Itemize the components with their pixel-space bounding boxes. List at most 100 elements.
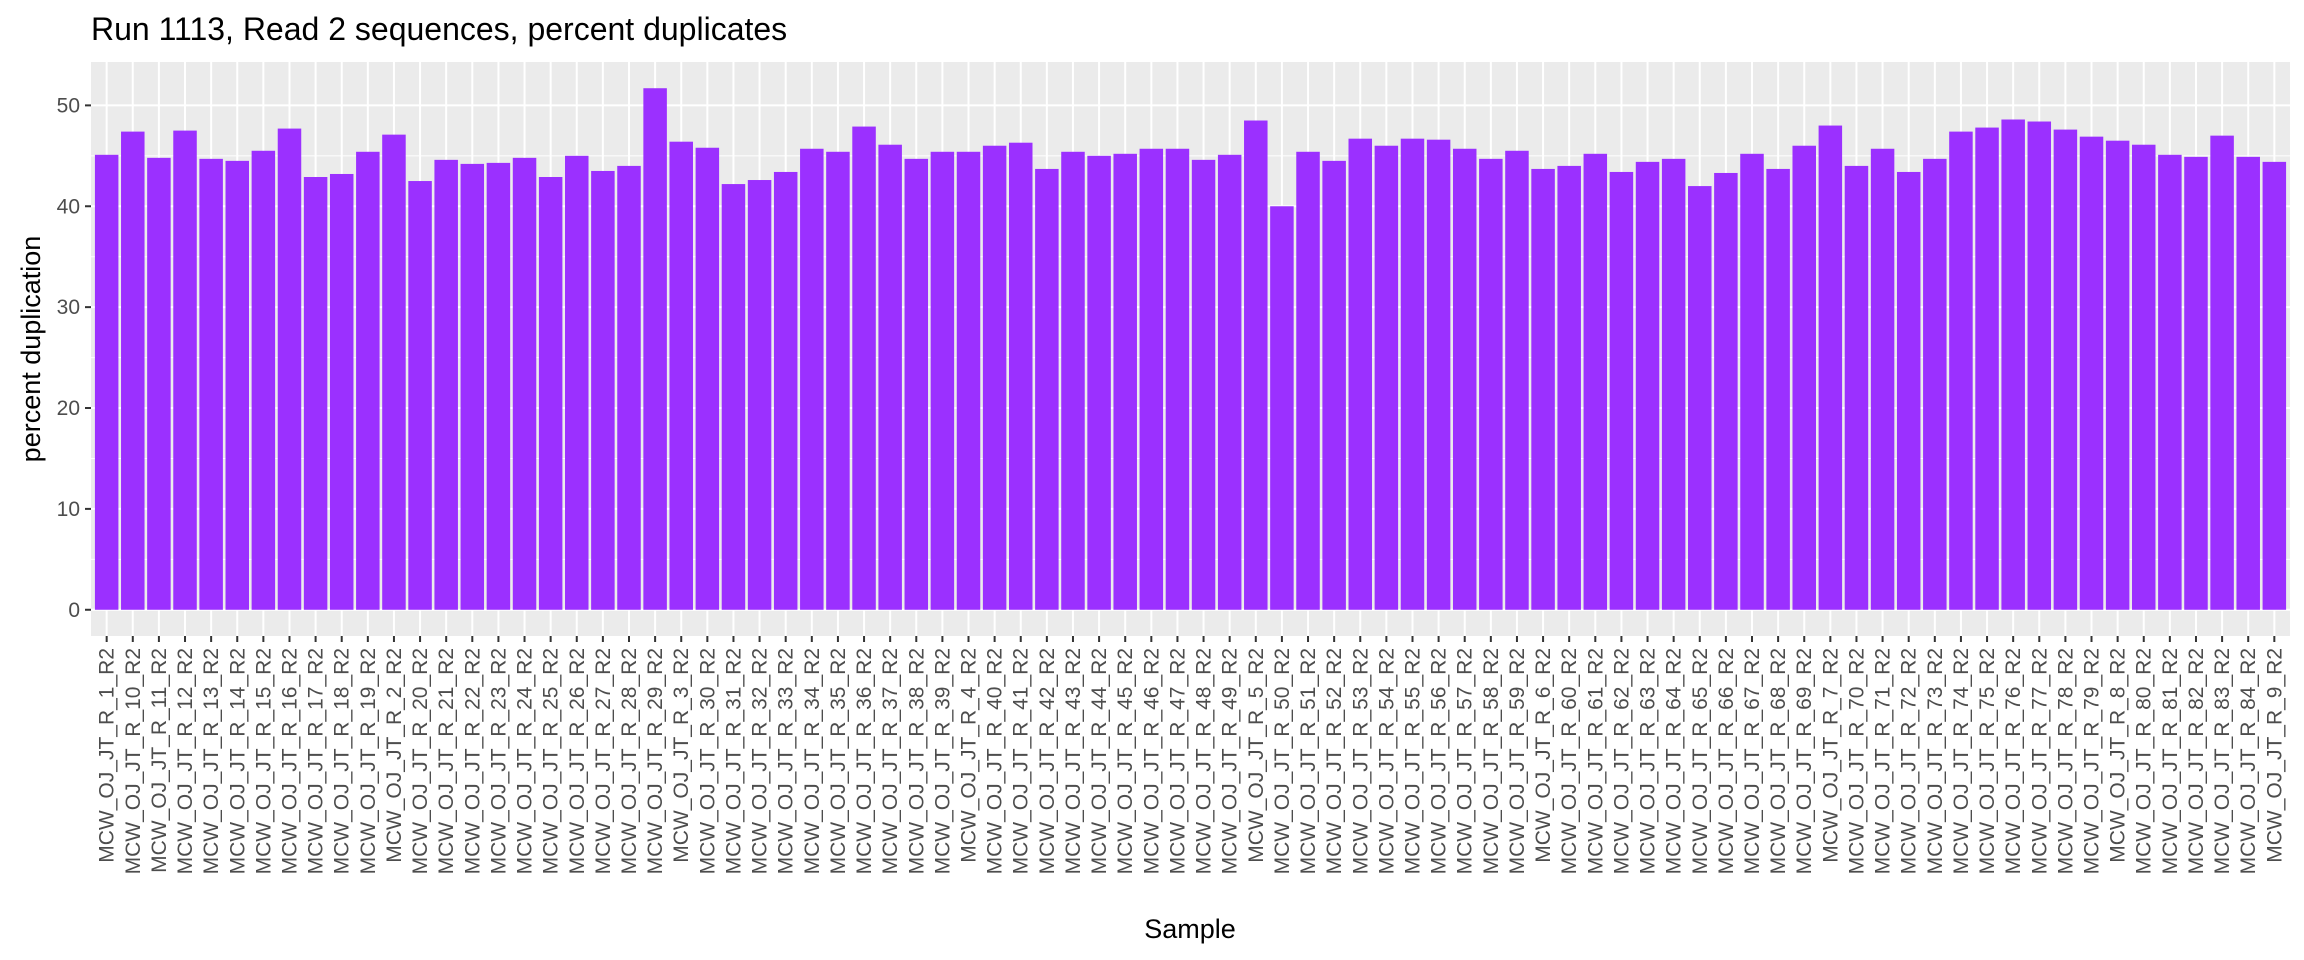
- x-tick-label: MCW_OJ_JT_R_39_R2: [931, 648, 954, 874]
- bar: [382, 134, 406, 610]
- x-tick-label: MCW_OJ_JT_R_6_R2: [1532, 648, 1555, 863]
- bar: [1975, 127, 1999, 610]
- x-tick-label: MCW_OJ_JT_R_65_R2: [1689, 648, 1712, 874]
- x-tick-label: MCW_OJ_JT_R_45_R2: [1114, 648, 1137, 874]
- x-tick-label: MCW_OJ_JT_R_58_R2: [1480, 648, 1503, 874]
- x-tick-label: MCW_OJ_JT_R_16_R2: [278, 648, 301, 874]
- bar: [1087, 155, 1111, 610]
- bar: [1348, 138, 1373, 610]
- x-tick-label: MCW_OJ_JT_R_49_R2: [1219, 648, 1242, 874]
- bar: [1635, 161, 1660, 610]
- x-tick-label: MCW_OJ_JT_R_72_R2: [1898, 648, 1921, 874]
- x-tick-label: MCW_OJ_JT_R_47_R2: [1166, 648, 1189, 874]
- bar: [2184, 156, 2208, 610]
- bar: [2131, 144, 2156, 610]
- x-tick-label: MCW_OJ_JT_R_55_R2: [1401, 648, 1424, 874]
- bar: [486, 162, 511, 610]
- bar: [852, 126, 876, 610]
- x-tick-label: MCW_OJ_JT_R_15_R2: [252, 648, 275, 874]
- bar: [800, 148, 824, 610]
- x-tick-label: MCW_OJ_JT_R_21_R2: [435, 648, 458, 874]
- x-tick-label: MCW_OJ_JT_R_84_R2: [2237, 648, 2260, 874]
- x-tick-label: MCW_OJ_JT_R_79_R2: [2081, 648, 2104, 874]
- bar: [1113, 153, 1137, 610]
- bar: [512, 157, 537, 610]
- bar: [1557, 165, 1581, 610]
- bar: [591, 170, 615, 610]
- bar: [460, 163, 485, 610]
- bar: [1531, 168, 1555, 610]
- x-tick-label: MCW_OJ_JT_R_38_R2: [905, 648, 928, 874]
- bar: [1400, 138, 1425, 610]
- bar: [199, 158, 223, 610]
- x-tick-label: MCW_OJ_JT_R_77_R2: [2028, 648, 2051, 874]
- bar: [669, 141, 693, 610]
- bar: [930, 151, 955, 610]
- x-tick-label: MCW_OJ_JT_R_53_R2: [1349, 648, 1372, 874]
- x-tick-label: MCW_OJ_JT_R_12_R2: [174, 648, 197, 874]
- bar: [1896, 171, 1921, 610]
- x-tick-label: MCW_OJ_JT_R_54_R2: [1375, 648, 1398, 874]
- bar: [1818, 125, 1843, 610]
- x-tick-label: MCW_OJ_JT_R_36_R2: [853, 648, 876, 874]
- bar: [2079, 136, 2104, 610]
- x-tick-label: MCW_OJ_JT_R_66_R2: [1715, 648, 1738, 874]
- x-axis-title: Sample: [1144, 914, 1236, 944]
- x-tick-label: MCW_OJ_JT_R_78_R2: [2054, 648, 2077, 874]
- bar: [408, 181, 432, 610]
- bar: [538, 177, 563, 610]
- bar: [2053, 129, 2078, 610]
- bar: [1661, 158, 1686, 610]
- x-tick-label: MCW_OJ_JT_R_29_R2: [644, 648, 667, 874]
- x-tick-label: MCW_OJ_JT_R_50_R2: [1271, 648, 1294, 874]
- bar: [1035, 168, 1059, 610]
- x-tick-label: MCW_OJ_JT_R_81_R2: [2159, 648, 2182, 874]
- bar: [277, 128, 302, 610]
- x-tick-label: MCW_OJ_JT_R_74_R2: [1950, 648, 1973, 874]
- x-tick-label: MCW_OJ_JT_R_44_R2: [1088, 648, 1111, 874]
- bar: [643, 88, 667, 610]
- bar: [1923, 158, 1947, 610]
- chart-title: Run 1113, Read 2 sequences, percent dupl…: [91, 11, 787, 47]
- x-tick-label: MCW_OJ_JT_R_52_R2: [1323, 648, 1346, 874]
- x-tick-label: MCW_OJ_JT_R_63_R2: [1637, 648, 1660, 874]
- bar: [2262, 161, 2287, 610]
- x-tick-label: MCW_OJ_JT_R_10_R2: [122, 648, 145, 874]
- x-tick-label: MCW_OJ_JT_R_76_R2: [2002, 648, 2025, 874]
- bar: [878, 144, 902, 610]
- bar: [1609, 171, 1634, 610]
- bar: [2236, 156, 2260, 610]
- bar: [1139, 148, 1164, 610]
- bar: [1740, 153, 1764, 610]
- x-tick-label: MCW_OJ_JT_R_46_R2: [1140, 648, 1163, 874]
- bar: [956, 151, 981, 610]
- bar: [121, 131, 145, 610]
- bar: [1452, 148, 1477, 610]
- y-tick-label: 0: [68, 599, 80, 622]
- bar: [147, 157, 171, 610]
- bar: [1061, 151, 1085, 610]
- bar: [1949, 131, 1973, 610]
- x-tick-label: MCW_OJ_JT_R_1_R2: [96, 648, 119, 863]
- bar: [1217, 154, 1242, 610]
- bar: [1688, 186, 1712, 610]
- y-tick-label: 30: [57, 296, 80, 319]
- bar: [173, 130, 197, 610]
- x-tick-label: MCW_OJ_JT_R_56_R2: [1428, 648, 1451, 874]
- bar: [1714, 172, 1738, 610]
- x-tick-label: MCW_OJ_JT_R_83_R2: [2211, 648, 2234, 874]
- x-tick-label: MCW_OJ_JT_R_25_R2: [540, 648, 563, 874]
- bar: [1270, 206, 1294, 610]
- x-tick-label: MCW_OJ_JT_R_71_R2: [1872, 648, 1895, 874]
- x-tick-label: MCW_OJ_JT_R_69_R2: [1793, 648, 1816, 874]
- x-tick-label: MCW_OJ_JT_R_68_R2: [1767, 648, 1790, 874]
- x-tick-label: MCW_OJ_JT_R_37_R2: [879, 648, 902, 874]
- x-tick-label: MCW_OJ_JT_R_43_R2: [1062, 648, 1085, 874]
- y-axis: 0 10 20 30 40 50: [57, 94, 91, 622]
- x-tick-label: MCW_OJ_JT_R_64_R2: [1663, 648, 1686, 874]
- x-tick-label: MCW_OJ_JT_R_70_R2: [1845, 648, 1868, 874]
- x-tick-label: MCW_OJ_JT_R_20_R2: [409, 648, 432, 874]
- x-tick-label: MCW_OJ_JT_R_33_R2: [775, 648, 798, 874]
- y-tick-label: 20: [57, 397, 80, 420]
